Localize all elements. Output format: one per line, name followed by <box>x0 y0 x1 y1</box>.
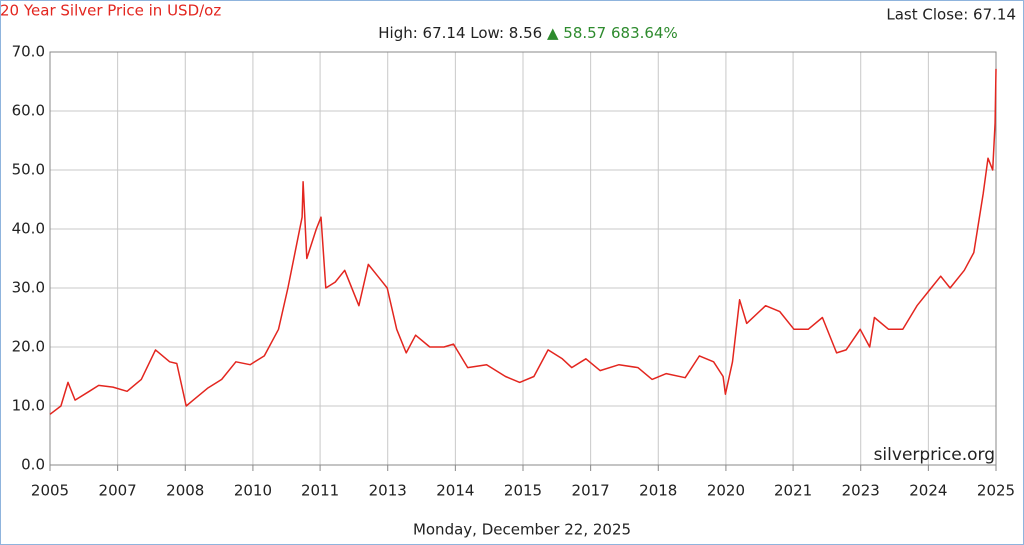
summary-line: High: 67.14 Low: 8.56 ▲ 58.57 683.64% <box>378 24 678 42</box>
y-tick-label: 10.0 <box>12 397 45 415</box>
y-tick-label: 70.0 <box>12 43 45 61</box>
change: ▲ 58.57 683.64% <box>547 24 678 42</box>
x-tick-label: 2013 <box>369 482 407 500</box>
x-tick-label: 2014 <box>436 482 474 500</box>
x-tick-label: 2021 <box>774 482 812 500</box>
y-tick-label: 30.0 <box>12 279 45 297</box>
x-tick-label: 2024 <box>909 482 947 500</box>
x-tick-label: 2015 <box>504 482 542 500</box>
summary: High: 67.14 Low: 8.56 <box>378 24 542 42</box>
x-tick-label: 2010 <box>234 482 272 500</box>
y-tick-label: 20.0 <box>12 338 45 356</box>
x-tick-label: 2023 <box>842 482 880 500</box>
chart-title: 20 Year Silver Price in USD/oz <box>0 2 221 20</box>
x-tick-label: 2005 <box>31 482 69 500</box>
x-tick-label: 2017 <box>572 482 610 500</box>
x-tick-label: 2007 <box>99 482 137 500</box>
y-tick-label: 0.0 <box>21 456 45 474</box>
y-tick-label: 60.0 <box>12 102 45 120</box>
x-tick-label: 2011 <box>301 482 339 500</box>
plot-border <box>49 51 997 466</box>
date: Monday, December 22, 2025 <box>413 521 631 539</box>
y-tick-label: 40.0 <box>12 220 45 238</box>
y-tick-label: 50.0 <box>12 161 45 179</box>
x-tick-label: 2025 <box>977 482 1015 500</box>
price-line <box>49 68 997 415</box>
x-tick-label: 2008 <box>166 482 204 500</box>
last-close: Last Close: 67.14 <box>886 6 1016 24</box>
x-tick-label: 2018 <box>639 482 677 500</box>
x-tick-label: 2020 <box>707 482 745 500</box>
watermark: silverprice.org <box>874 445 995 465</box>
